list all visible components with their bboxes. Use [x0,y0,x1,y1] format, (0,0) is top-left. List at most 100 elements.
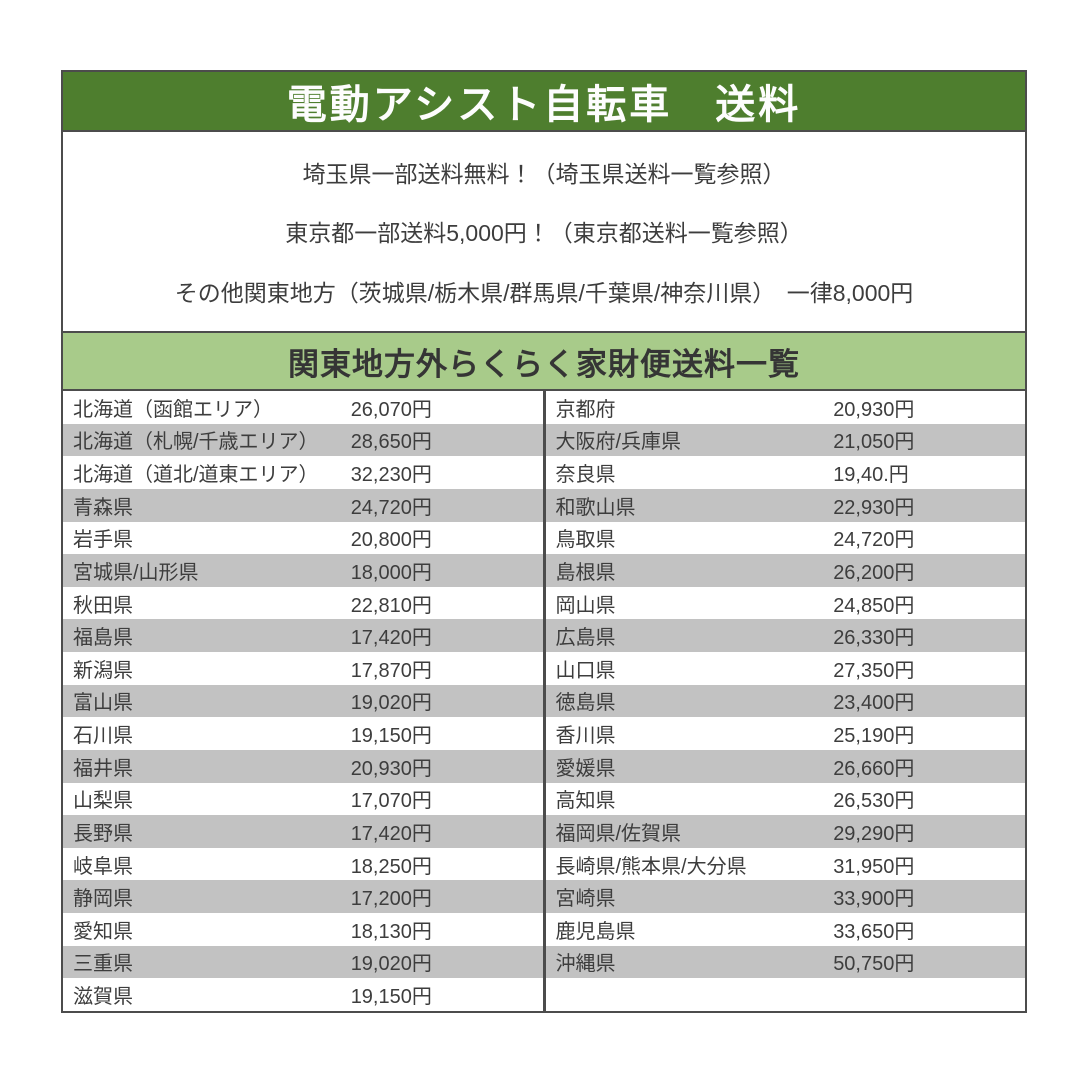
table-row: 和歌山県 22,930円 [545,488,1025,522]
table-row: 長野県 17,420円 [63,815,543,848]
prefecture-name: 北海道（函館エリア） [73,398,273,421]
prefecture-name: 北海道（札幌/千歳エリア） [73,431,319,454]
shipping-price: 19,40.円 [833,464,909,487]
table-row [545,978,1025,1011]
prefecture-name: 青森県 [73,496,133,519]
table-row: 岩手県 20,800円 [63,521,543,555]
prefecture-name: 鹿児島県 [555,920,636,943]
table-row: 広島県 26,330円 [545,619,1025,652]
shipping-price: 31,950円 [833,855,915,878]
shipping-price: 33,650円 [833,920,915,943]
prefecture-name: 富山県 [73,692,133,715]
table-row: 岐阜県 18,250円 [63,847,543,881]
shipping-fee-table: 北海道（函館エリア） 26,070円 北海道（札幌/千歳エリア） 28,650円… [63,391,1025,1011]
prefecture-name: 石川県 [73,725,133,748]
shipping-price: 17,200円 [350,888,432,911]
prefecture-name: 沖縄県 [555,953,616,976]
shipping-price: 22,810円 [350,594,432,617]
table-row: 北海道（道北/道東エリア） 32,230円 [63,456,543,489]
fee-table-right-column: 京都府 20,930円 大阪府/兵庫県 21,050円 奈良県 19,40.円 … [542,391,1025,1011]
table-row: 山梨県 17,070円 [63,782,543,816]
shipping-price: 17,870円 [350,659,432,682]
prefecture-name: 広島県 [555,627,616,650]
shipping-info-board: 電動アシスト自転車 送料 埼玉県一部送料無料！（埼玉県送料一覧参照） 東京都一部… [61,70,1027,1013]
shipping-price: 18,250円 [350,855,432,878]
shipping-price: 27,350円 [833,659,915,682]
prefecture-name: 大阪府/兵庫県 [555,431,682,454]
promo-notes: 埼玉県一部送料無料！（埼玉県送料一覧参照） 東京都一部送料5,000円！（東京都… [63,132,1025,331]
shipping-price: 19,150円 [350,725,432,748]
shipping-price: 20,930円 [350,757,432,780]
prefecture-name: 徳島県 [555,692,616,715]
prefecture-name: 福岡県/佐賀県 [555,822,682,845]
fee-table-left-column: 北海道（函館エリア） 26,070円 北海道（札幌/千歳エリア） 28,650円… [63,391,543,1011]
shipping-price: 26,070円 [350,398,432,421]
prefecture-name: 福島県 [73,627,133,650]
prefecture-name: 香川県 [555,725,616,748]
section-title: 関東地方外らくらく家財便送料一覧 [288,346,800,382]
table-row: 秋田県 22,810円 [63,586,543,620]
table-row: 高知県 26,530円 [545,782,1025,816]
page-title: 電動アシスト自転車 送料 [286,83,802,127]
promo-line-saitama: 埼玉県一部送料無料！（埼玉県送料一覧参照） [302,160,786,187]
table-row: 青森県 24,720円 [63,488,543,522]
prefecture-name: 福井県 [73,757,133,780]
prefecture-name: 鳥取県 [555,529,616,552]
table-row: 岡山県 24,850円 [545,586,1025,620]
table-row: 宮城県/山形県 18,000円 [63,554,543,587]
table-row: 新潟県 17,870円 [63,652,543,685]
prefecture-name: 和歌山県 [555,496,636,519]
table-row: 山口県 27,350円 [545,652,1025,685]
prefecture-name: 愛知県 [73,920,133,943]
shipping-price: 17,070円 [350,790,432,813]
shipping-price: 18,130円 [350,920,432,943]
table-row: 福島県 17,420円 [63,619,543,652]
table-row: 大阪府/兵庫県 21,050円 [545,423,1025,457]
shipping-price: 50,750円 [833,953,915,976]
shipping-price: 26,330円 [833,627,915,650]
prefecture-name: 岩手県 [73,529,133,552]
table-row: 富山県 19,020円 [63,684,543,718]
section-header-bar: 関東地方外らくらく家財便送料一覧 [63,331,1025,391]
shipping-price: 25,190円 [833,725,915,748]
shipping-price: 24,720円 [833,529,915,552]
prefecture-name: 京都府 [555,398,616,421]
shipping-price: 20,930円 [833,398,915,421]
shipping-price: 18,000円 [350,561,432,584]
prefecture-name: 宮城県/山形県 [73,561,199,584]
table-row: 京都府 20,930円 [545,391,1025,424]
prefecture-name: 島根県 [555,561,616,584]
table-row: 福岡県/佐賀県 29,290円 [545,815,1025,848]
shipping-price: 24,850円 [833,594,915,617]
prefecture-name: 新潟県 [73,659,133,682]
table-row: 静岡県 17,200円 [63,880,543,913]
shipping-price: 28,650円 [350,431,432,454]
table-row: 石川県 19,150円 [63,717,543,750]
table-row: 北海道（札幌/千歳エリア） 28,650円 [63,423,543,457]
table-row: 鹿児島県 33,650円 [545,913,1025,946]
shipping-price: 22,930円 [833,496,915,519]
table-row: 宮崎県 33,900円 [545,880,1025,913]
table-row: 長崎県/熊本県/大分県 31,950円 [545,847,1025,881]
prefecture-name: 岡山県 [555,594,616,617]
table-row: 沖縄県 50,750円 [545,945,1025,979]
shipping-price: 32,230円 [350,464,432,487]
table-row: 福井県 20,930円 [63,749,543,783]
prefecture-name: 愛媛県 [555,757,616,780]
shipping-price: 26,530円 [833,790,915,813]
prefecture-name: 山梨県 [73,790,133,813]
table-row: 北海道（函館エリア） 26,070円 [63,391,543,424]
shipping-price: 26,200円 [833,561,915,584]
shipping-price: 19,020円 [350,953,432,976]
shipping-price: 24,720円 [350,496,432,519]
table-row: 愛媛県 26,660円 [545,749,1025,783]
prefecture-name: 岐阜県 [73,855,133,878]
shipping-price: 33,900円 [833,888,915,911]
prefecture-name: 秋田県 [73,594,133,617]
prefecture-name: 山口県 [555,659,616,682]
prefecture-name: 静岡県 [73,888,133,911]
shipping-price: 20,800円 [350,529,432,552]
prefecture-name: 宮崎県 [555,888,616,911]
shipping-price: 21,050円 [833,431,915,454]
shipping-price: 29,290円 [833,822,915,845]
